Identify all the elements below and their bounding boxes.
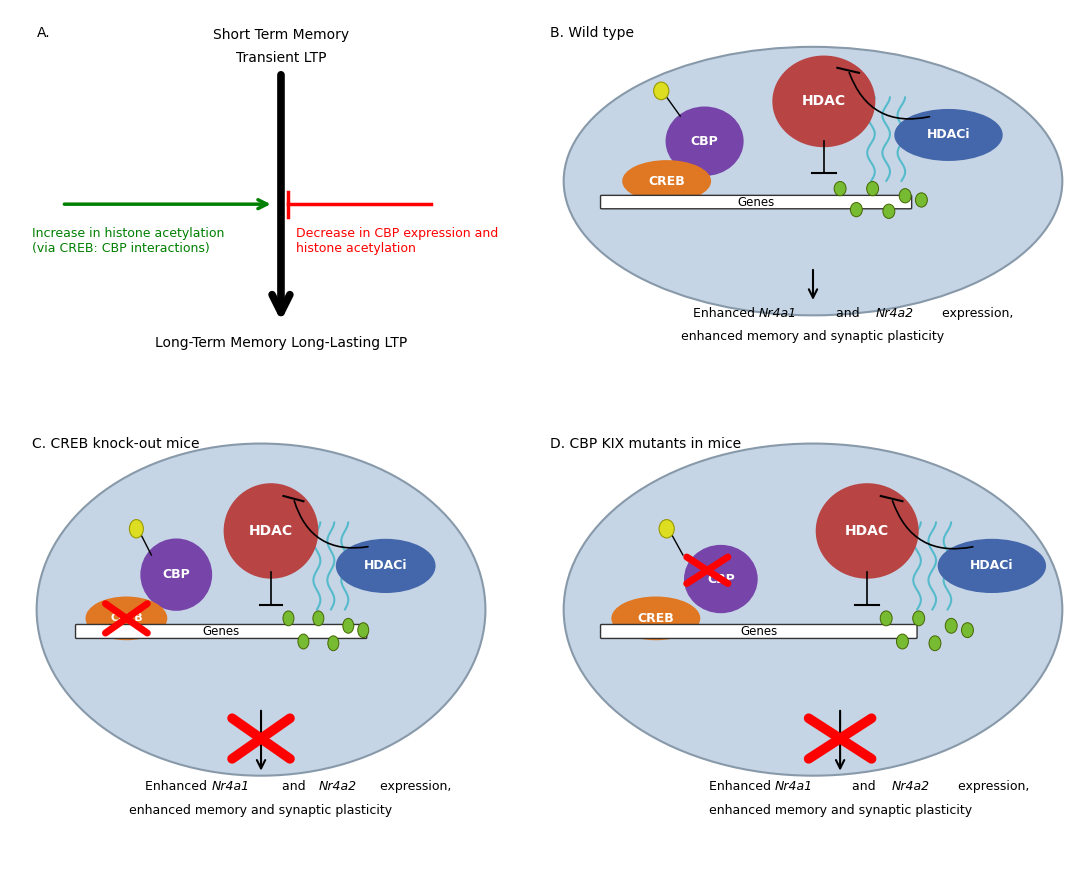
Text: enhanced memory and synaptic plasticity: enhanced memory and synaptic plasticity bbox=[682, 330, 944, 343]
Ellipse shape bbox=[880, 611, 892, 626]
Text: CREB: CREB bbox=[637, 612, 674, 625]
Ellipse shape bbox=[654, 82, 669, 100]
Ellipse shape bbox=[140, 538, 212, 611]
Ellipse shape bbox=[313, 611, 324, 626]
Ellipse shape bbox=[913, 611, 925, 626]
Ellipse shape bbox=[611, 596, 700, 640]
Ellipse shape bbox=[945, 619, 957, 633]
Text: Genes: Genes bbox=[740, 625, 777, 638]
Text: HDAC: HDAC bbox=[249, 524, 293, 538]
Text: enhanced memory and synaptic plasticity: enhanced memory and synaptic plasticity bbox=[129, 804, 392, 817]
Ellipse shape bbox=[659, 519, 674, 538]
Text: HDAC: HDAC bbox=[846, 524, 889, 538]
FancyBboxPatch shape bbox=[76, 624, 366, 638]
Text: Decrease in CBP expression and
histone acetylation: Decrease in CBP expression and histone a… bbox=[296, 227, 499, 255]
Ellipse shape bbox=[343, 619, 353, 633]
Text: HDACi: HDACi bbox=[970, 559, 1014, 572]
Text: CBP: CBP bbox=[707, 572, 735, 586]
Text: CBP: CBP bbox=[691, 135, 719, 148]
Ellipse shape bbox=[129, 519, 143, 538]
Ellipse shape bbox=[896, 635, 908, 649]
Ellipse shape bbox=[816, 483, 919, 579]
Text: Enhanced: Enhanced bbox=[693, 307, 759, 320]
Text: Short Term Memory: Short Term Memory bbox=[212, 28, 349, 42]
Ellipse shape bbox=[283, 611, 294, 626]
Text: Enhanced: Enhanced bbox=[709, 780, 775, 793]
Text: enhanced memory and synaptic plasticity: enhanced memory and synaptic plasticity bbox=[709, 804, 971, 817]
Ellipse shape bbox=[666, 107, 744, 176]
Ellipse shape bbox=[834, 182, 846, 196]
Ellipse shape bbox=[772, 56, 876, 147]
Ellipse shape bbox=[883, 205, 895, 218]
Ellipse shape bbox=[929, 636, 941, 650]
Text: expression,: expression, bbox=[376, 780, 451, 793]
Text: CREB: CREB bbox=[648, 175, 685, 188]
Text: and: and bbox=[279, 780, 310, 793]
Text: Genes: Genes bbox=[737, 196, 775, 209]
Ellipse shape bbox=[327, 636, 339, 650]
Ellipse shape bbox=[915, 193, 928, 207]
Ellipse shape bbox=[622, 160, 711, 202]
Ellipse shape bbox=[564, 444, 1062, 776]
Ellipse shape bbox=[938, 538, 1046, 593]
Text: Nr4a1: Nr4a1 bbox=[759, 307, 797, 320]
Ellipse shape bbox=[86, 596, 167, 640]
Ellipse shape bbox=[894, 109, 1003, 161]
Text: Enhanced: Enhanced bbox=[145, 780, 211, 793]
Text: A.: A. bbox=[37, 26, 50, 40]
Ellipse shape bbox=[900, 189, 911, 203]
Text: Increase in histone acetylation
(via CREB: CBP interactions): Increase in histone acetylation (via CRE… bbox=[31, 227, 224, 255]
Text: HDAC: HDAC bbox=[802, 94, 846, 108]
Text: Nr4a2: Nr4a2 bbox=[319, 780, 357, 793]
Ellipse shape bbox=[850, 203, 863, 217]
Text: CREB: CREB bbox=[111, 614, 143, 623]
Text: HDACi: HDACi bbox=[927, 128, 970, 142]
Ellipse shape bbox=[684, 545, 758, 614]
Text: Nr4a2: Nr4a2 bbox=[876, 307, 914, 320]
FancyBboxPatch shape bbox=[601, 196, 912, 209]
Text: Nr4a1: Nr4a1 bbox=[775, 780, 813, 793]
Text: B. Wild type: B. Wild type bbox=[550, 26, 634, 40]
Ellipse shape bbox=[358, 622, 369, 638]
Ellipse shape bbox=[866, 182, 878, 196]
Text: D. CBP KIX mutants in mice: D. CBP KIX mutants in mice bbox=[550, 437, 741, 451]
Ellipse shape bbox=[223, 483, 319, 579]
Text: Genes: Genes bbox=[203, 625, 240, 638]
Text: and: and bbox=[848, 780, 880, 793]
Text: HDACi: HDACi bbox=[364, 559, 408, 572]
Text: CBP: CBP bbox=[163, 568, 190, 581]
Ellipse shape bbox=[298, 635, 309, 649]
Text: Nr4a1: Nr4a1 bbox=[211, 780, 249, 793]
Text: expression,: expression, bbox=[938, 307, 1014, 320]
Text: Transient LTP: Transient LTP bbox=[235, 51, 326, 65]
FancyBboxPatch shape bbox=[601, 624, 917, 638]
Text: C. CREB knock-out mice: C. CREB knock-out mice bbox=[31, 437, 199, 451]
Ellipse shape bbox=[962, 622, 973, 638]
Text: Long-Term Memory Long-Lasting LTP: Long-Term Memory Long-Lasting LTP bbox=[155, 336, 408, 350]
Text: Nr4a2: Nr4a2 bbox=[891, 780, 930, 793]
Text: expression,: expression, bbox=[954, 780, 1030, 793]
Text: and: and bbox=[833, 307, 864, 320]
Ellipse shape bbox=[564, 47, 1062, 316]
Ellipse shape bbox=[336, 538, 436, 593]
Ellipse shape bbox=[37, 444, 486, 776]
